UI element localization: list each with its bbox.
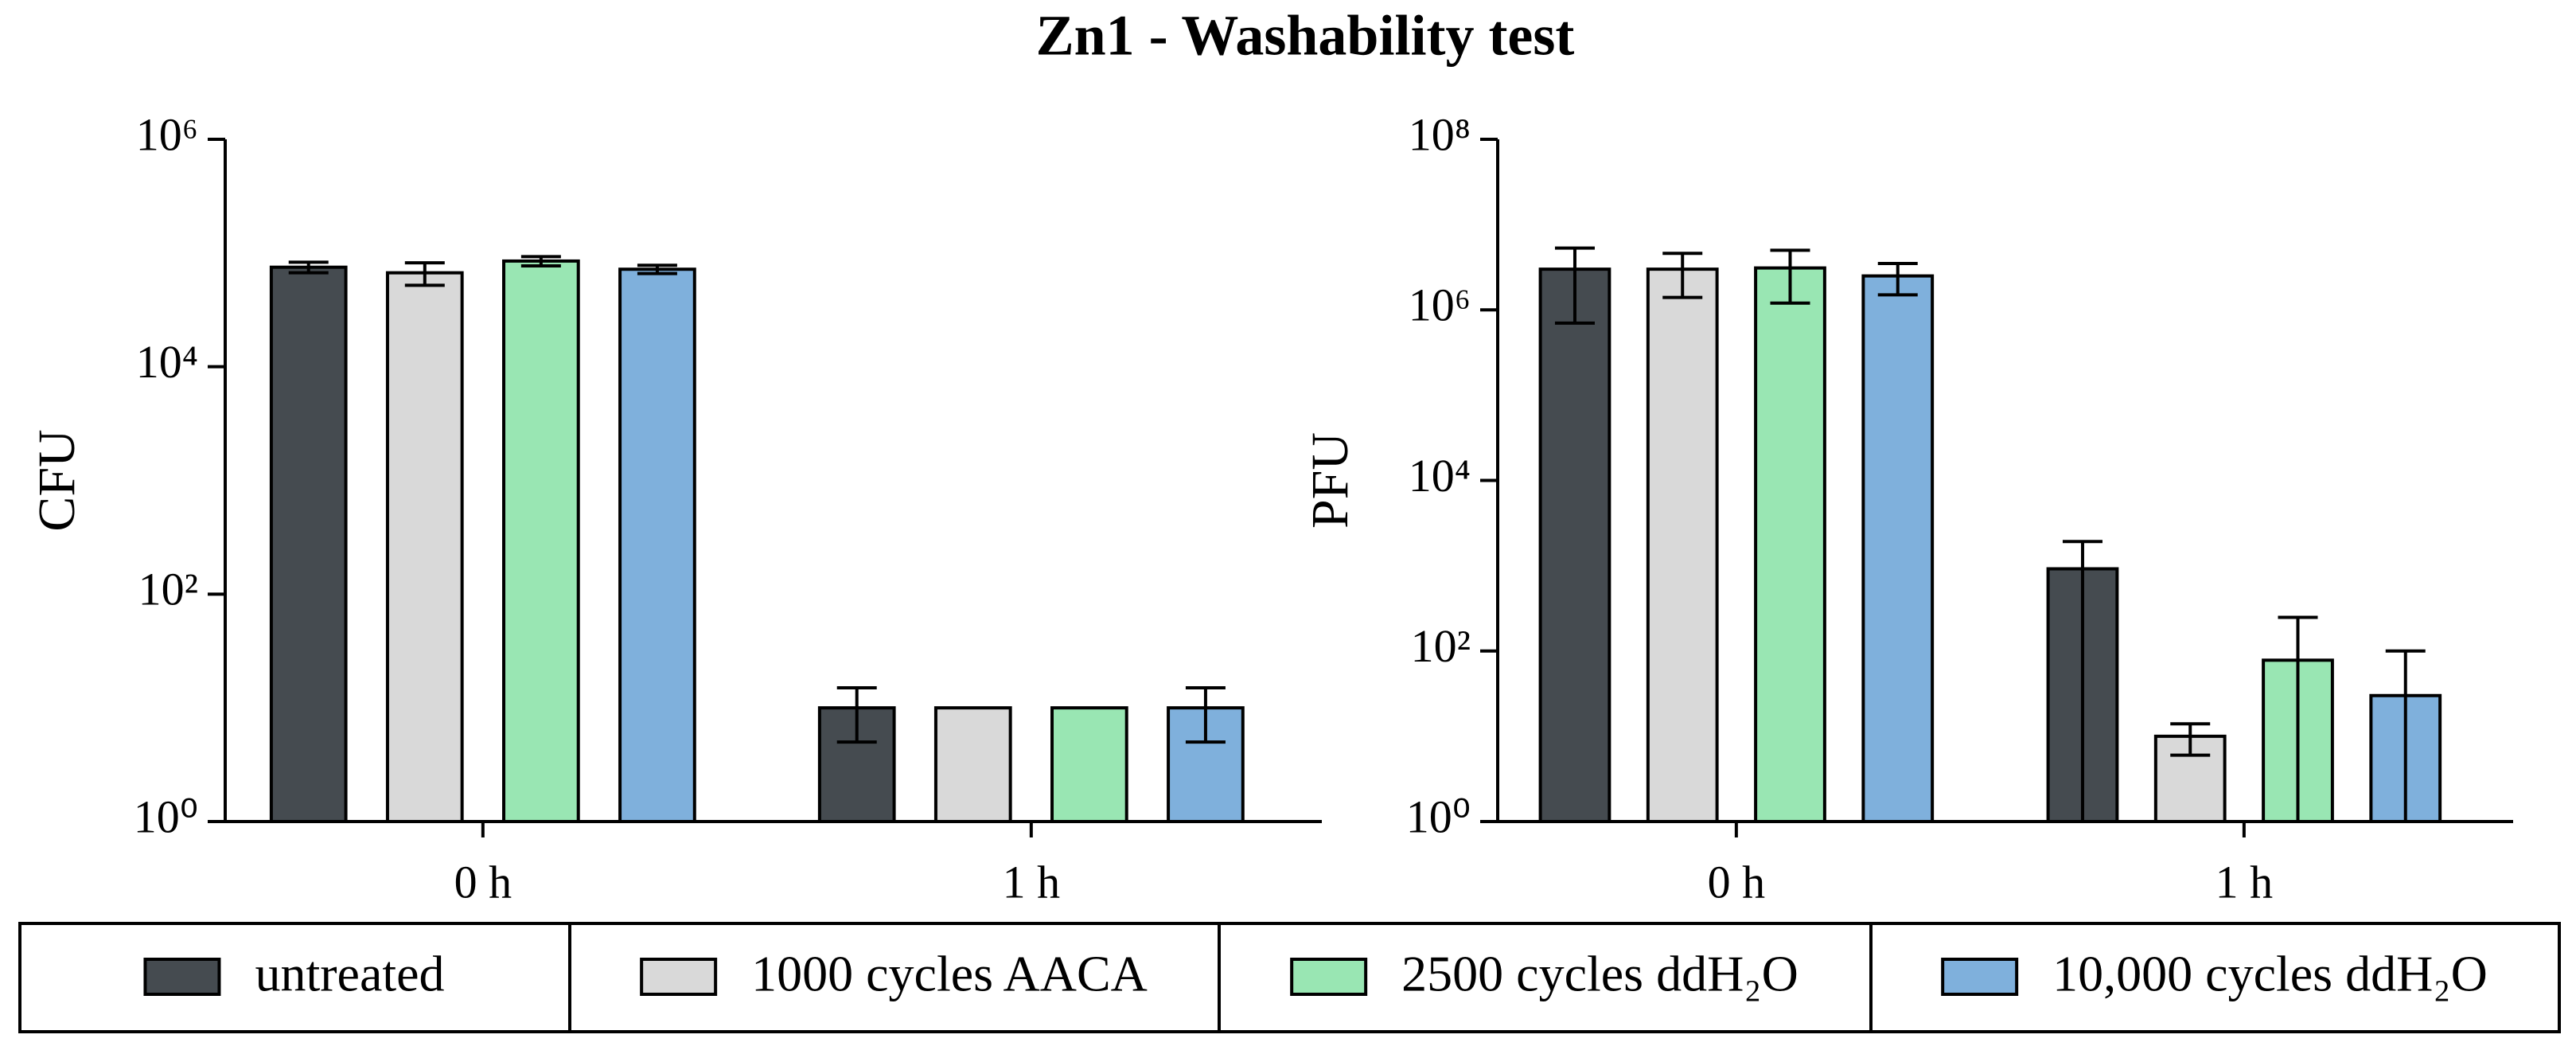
legend-label: 10,000 cycles ddH₂O [2052, 946, 2488, 1002]
legend-box [18, 922, 2561, 1033]
figure-title: Zn1 - Washability test [1036, 4, 1575, 68]
y-tick-label: 10⁴ [136, 336, 198, 388]
y-tick-label: 10² [1411, 620, 1471, 672]
y-tick-label: 10⁴ [1409, 450, 1471, 502]
bar [618, 267, 696, 823]
bar [269, 265, 348, 823]
y-tick-label: 10⁰ [134, 790, 198, 842]
bar [817, 706, 896, 824]
legend-swatch [1941, 958, 2019, 996]
bar [1646, 267, 1719, 824]
legend-label: untreated [255, 946, 444, 1002]
x-tick-label: 0 h [1708, 856, 1766, 908]
y-tick-label: 10² [138, 564, 198, 615]
y-tick-label: 10⁶ [1409, 279, 1471, 331]
bar [385, 271, 464, 823]
legend-label: 1000 cycles AACA [751, 946, 1148, 1002]
bar [933, 706, 1012, 824]
x-tick-label: 1 h [2216, 856, 2274, 908]
bar [502, 259, 580, 823]
y-tick-label: 10⁰ [1406, 790, 1471, 842]
bar [1861, 274, 1935, 823]
bar [1538, 267, 1611, 824]
legend-swatch [1290, 958, 1368, 996]
y-tick-label: 10⁸ [1409, 108, 1471, 160]
x-tick-label: 0 h [454, 856, 512, 908]
legend-swatch [143, 958, 221, 996]
legend-swatch [640, 958, 718, 996]
legend-label: 2500 cycles ddH₂O [1401, 946, 1799, 1002]
y-axis-label: PFU [1301, 432, 1359, 529]
y-axis-label: CFU [28, 429, 86, 531]
y-tick-label: 10⁶ [136, 108, 198, 160]
bar [1050, 706, 1128, 824]
x-tick-label: 1 h [1003, 856, 1061, 908]
bar [1754, 266, 1826, 824]
